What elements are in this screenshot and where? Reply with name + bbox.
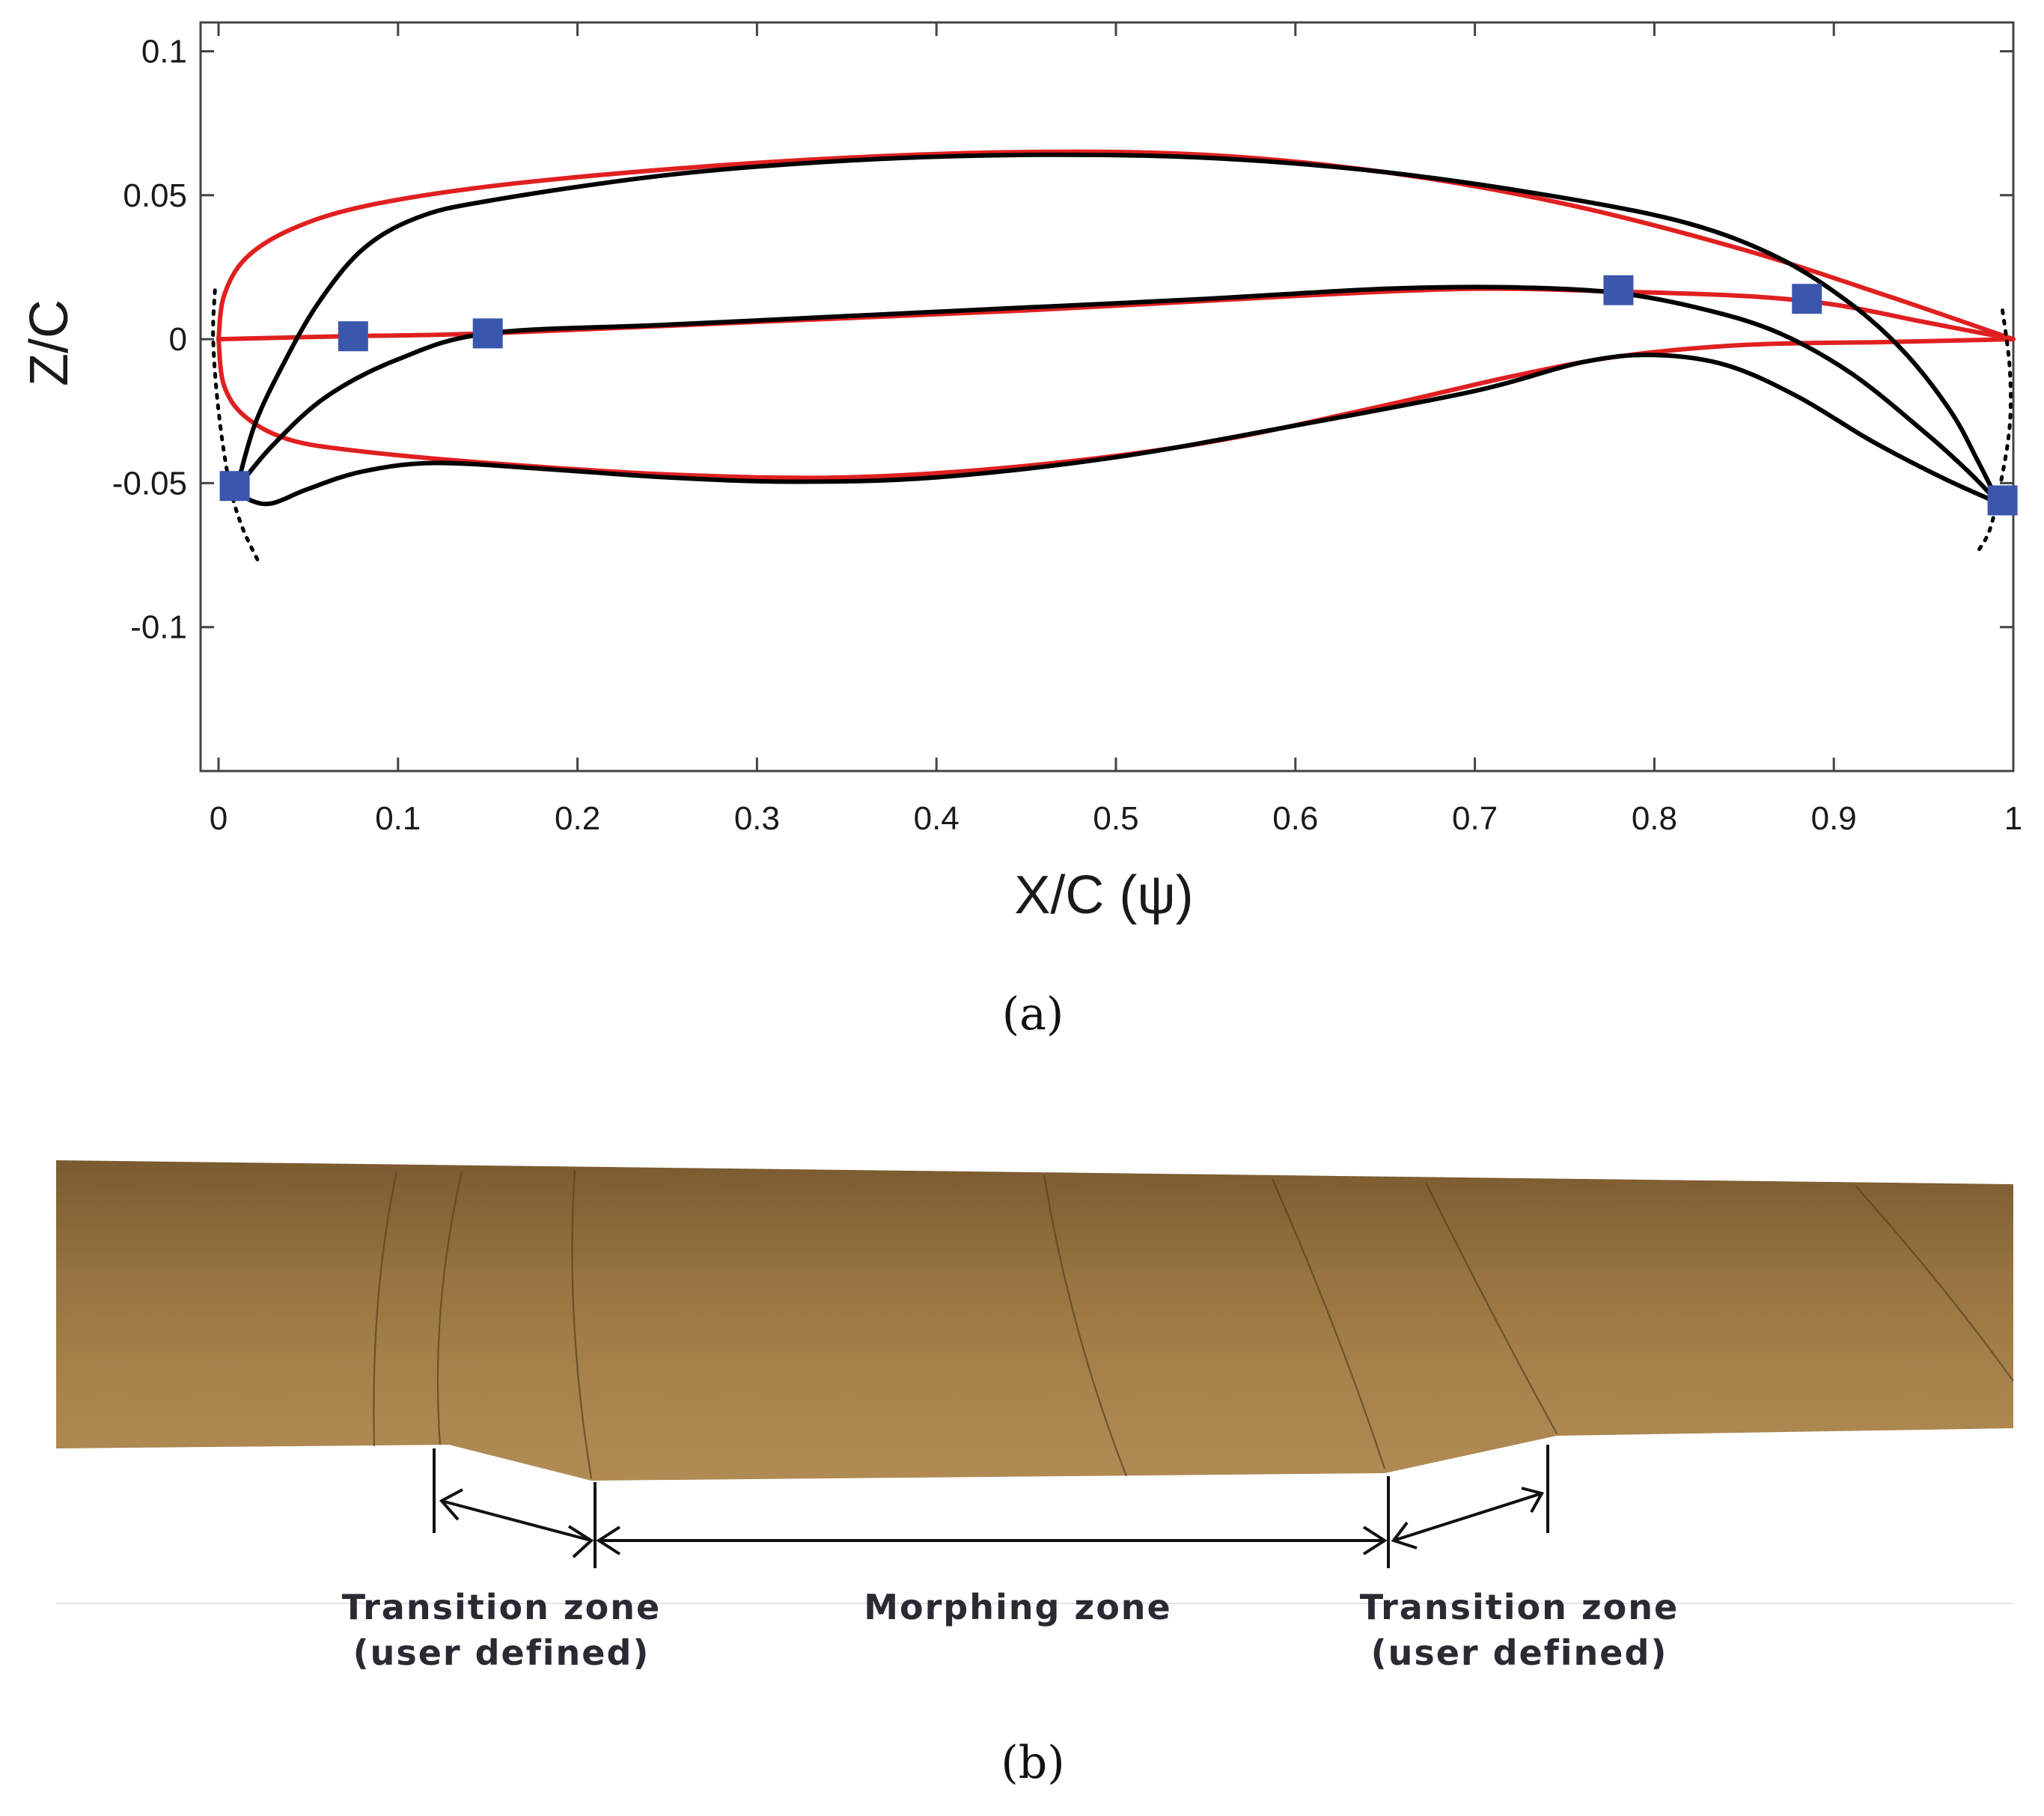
section-line [1425,1182,1558,1434]
arrow-head [1521,1487,1545,1513]
control-points [219,275,2018,516]
series-baseline-upper [216,149,2016,342]
series-guide-dotted-te [1975,308,2013,555]
control-point-marker [219,471,250,502]
panel-a-caption: (a) [1002,988,1064,1040]
x-tick-label: 1 [2004,800,2022,837]
left-transition-label-line1: Transition zone [342,1587,661,1627]
blade-section-lines [373,1169,2014,1479]
y-ticks: -0.1 -0.05 0 0.05 0.1 [112,33,2013,646]
right-transition-label-line2: (user defined) [1371,1633,1668,1673]
section-line [436,1171,463,1445]
x-tick-label: 0.2 [555,800,600,837]
x-tick-label: 0.8 [1632,800,1677,837]
series-morphed-upper [234,152,2001,506]
x-axis-label: X/C (ψ) [1014,865,1193,925]
arrow-head [439,1488,463,1521]
arrow-head [1391,1521,1418,1550]
section-line [571,1169,593,1479]
morphing-zone-label: Morphing zone [864,1587,1172,1627]
arrow-head [596,1526,621,1556]
panel-b-blade-diagram: Transition zone (user defined) Morphing … [56,1160,2014,1789]
left-transition-label-line2: (user defined) [353,1633,650,1673]
x-tick-label: 0.9 [1811,800,1857,837]
y-tick-label: 0.1 [141,33,187,70]
series-baseline-lower [216,337,2016,481]
series-morphed-lower [234,353,2001,507]
panel-a-chart: 0 0.1 0.2 0.3 0.4 0.5 0.6 0.7 0.8 0.9 1 -0.1 -0.05 0… [19,21,2022,1040]
x-tick-label: 0.6 [1272,800,1318,837]
section-line [1271,1178,1386,1469]
control-point-marker [1987,485,2018,516]
control-point-marker [1792,284,1822,314]
blade-surface [56,1160,2013,1481]
plot-frame [199,21,2015,773]
right-transition-label-line1: Transition zone [1360,1587,1679,1627]
control-point-marker [1603,275,1634,305]
section-line [373,1171,398,1447]
series-morphed-camber [234,284,2001,506]
zone-markers [433,1445,1549,1568]
control-point-marker [472,318,503,349]
x-tick-label: 0 [210,800,228,837]
x-tick-label: 0.3 [734,800,780,837]
x-tick-label: 0.7 [1452,800,1498,837]
section-line [1043,1174,1128,1477]
y-tick-label: -0.05 [112,465,187,502]
series-guide-dotted-le [211,288,260,563]
x-tick-label: 0.5 [1093,800,1138,837]
y-tick-label: 0.05 [123,177,187,214]
x-tick-label: 0.1 [375,800,421,837]
arrow-head [1362,1526,1388,1556]
chart-axes [199,21,2015,773]
chart-series [211,149,2016,563]
y-axis-label: Z/C [19,299,79,386]
panel-b-caption: (b) [1001,1737,1064,1789]
arrow-head [567,1525,594,1558]
left-transition-arrow [441,1499,592,1542]
section-line [1855,1186,2014,1382]
control-point-marker [338,321,368,352]
y-tick-label: 0 [169,321,187,358]
right-transition-arrow [1393,1492,1543,1542]
y-tick-label: -0.1 [130,609,187,646]
x-ticks: 0 0.1 0.2 0.3 0.4 0.5 0.6 0.7 0.8 0.9 1 [210,22,2022,837]
x-tick-label: 0.4 [914,800,960,837]
